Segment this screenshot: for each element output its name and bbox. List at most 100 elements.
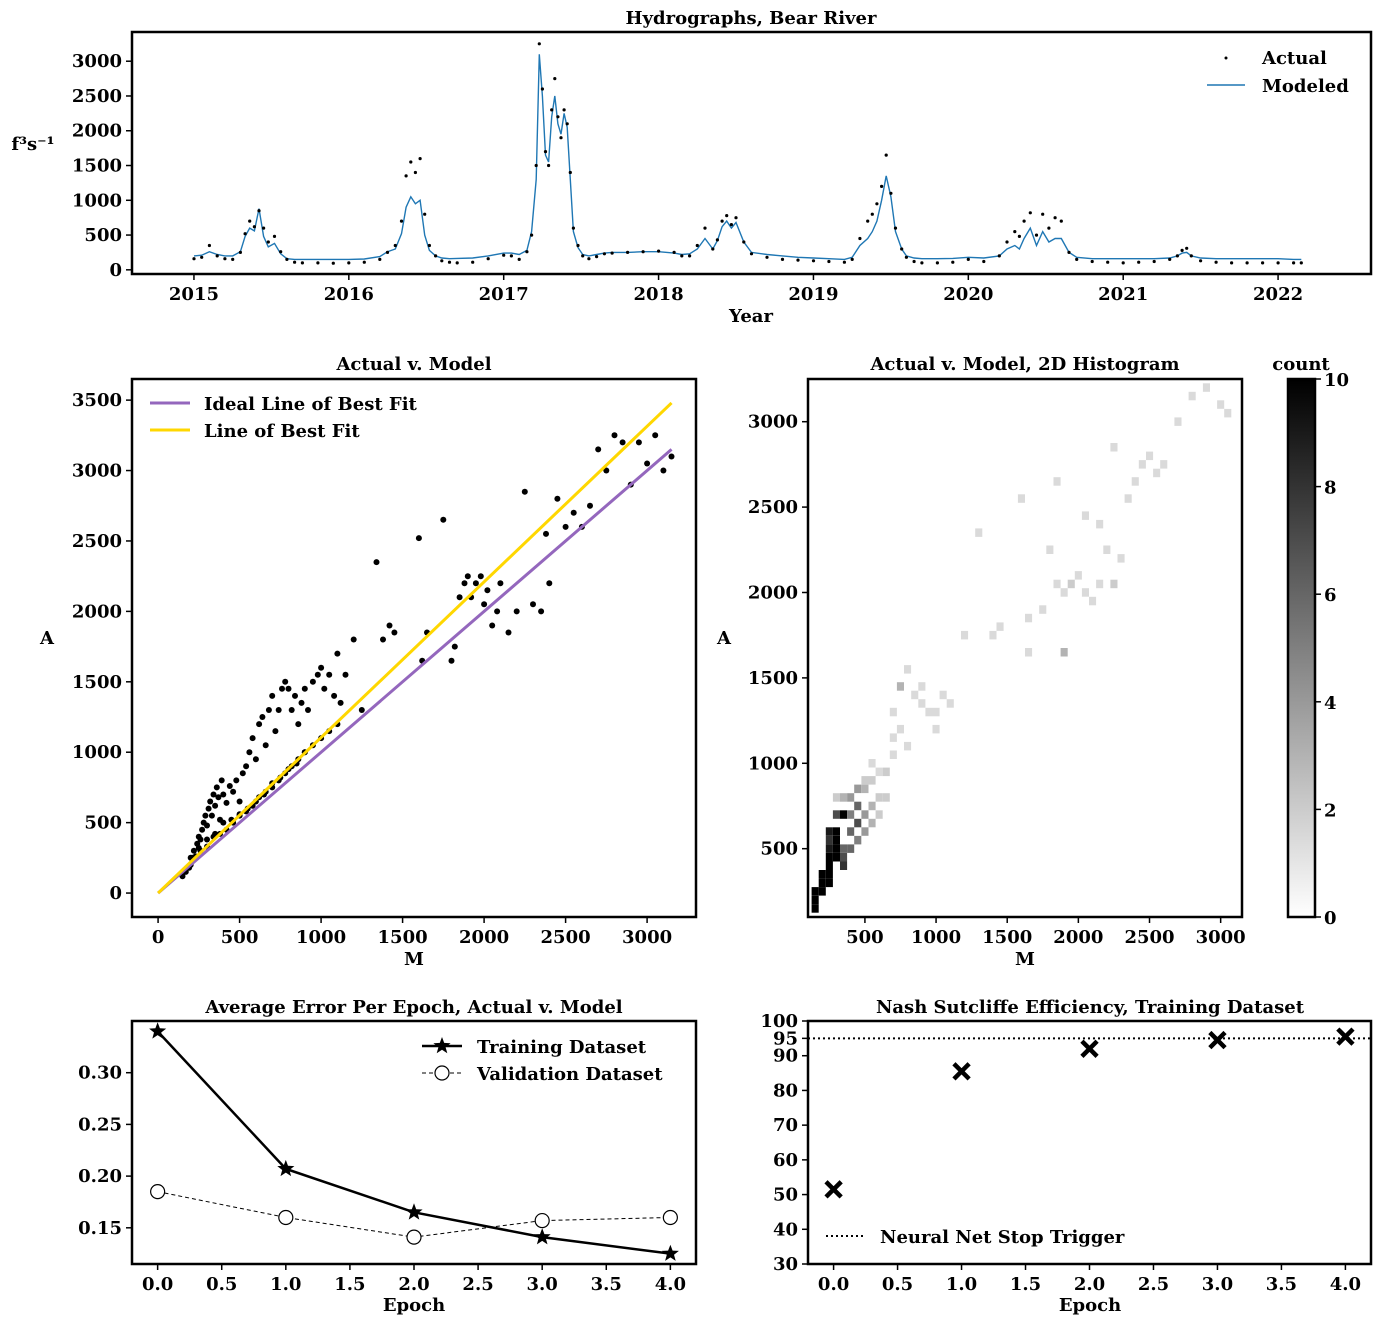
scatter-ticks: 0 500 1000 1500 2000 2500 3000 0 500 1000 1500 2000… (72, 390, 672, 948)
actual-point (300, 261, 304, 265)
histogram-cell (811, 887, 819, 896)
actual-point (231, 257, 235, 261)
scatter-point (456, 594, 463, 601)
actual-point (550, 108, 554, 112)
scatter-point (298, 699, 305, 706)
actual-point (1245, 261, 1249, 265)
actual-point (875, 202, 879, 206)
scatter-point (611, 432, 618, 439)
error-frame (130, 1019, 698, 1266)
x-tick-label: 2021 (1098, 284, 1148, 305)
histogram-cell (854, 784, 862, 794)
scatter-point (215, 794, 222, 801)
histogram-cell (840, 793, 848, 802)
x-tick-label: 2016 (324, 284, 374, 305)
histogram-cell (840, 810, 848, 819)
nse-legend: Neural Net Stop Trigger (826, 1227, 1125, 1248)
x-tick-label: 3000 (1196, 927, 1246, 948)
actual-point (982, 259, 986, 264)
scatter-point (337, 699, 344, 706)
scatter-point (543, 530, 549, 537)
hydrograph-series (192, 42, 1303, 265)
y-tick-label: 3000 (748, 412, 798, 433)
scatter-point (233, 777, 240, 784)
histogram-cell (882, 793, 890, 802)
y-tick-label: 50 (773, 1185, 798, 1206)
histogram-cell (1110, 443, 1118, 452)
scatter-point (489, 622, 496, 629)
scatter-point (230, 788, 237, 795)
actual-point (703, 226, 707, 230)
histogram-cell (1138, 460, 1146, 469)
histogram-cell (1039, 605, 1047, 614)
scatter-point (373, 559, 380, 566)
actual-point (223, 257, 227, 261)
histogram-cell (1110, 579, 1118, 589)
actual-point (1276, 261, 1280, 265)
legend-validation-circle (434, 1065, 450, 1081)
legend-training-star (433, 1037, 451, 1054)
colorbar-tick-label: 0 (1324, 908, 1337, 929)
scatter-point (603, 467, 610, 474)
error-ticks: 0.0 0.5 1.0 1.5 2.0 2.5 3.0 3.5 4.0 0.15 0.20 0.25 0… (78, 1063, 686, 1295)
histogram-cell (939, 690, 947, 700)
scatter-point (321, 685, 328, 692)
actual-point (248, 219, 252, 223)
training-point (277, 1159, 295, 1177)
histogram-cell (832, 810, 840, 819)
histogram-cell (825, 827, 833, 836)
histogram-cell (1081, 511, 1089, 520)
scatter-point (484, 587, 491, 594)
scatter-point (262, 742, 269, 749)
x-tick-label: 0.0 (818, 1274, 849, 1295)
actual-point (912, 259, 916, 264)
x-tick-label: 1.0 (946, 1274, 977, 1295)
histogram-cell (975, 528, 983, 537)
actual-point (1292, 261, 1296, 265)
actual-point (279, 250, 283, 254)
histogram-cell (882, 767, 890, 777)
actual-point (1013, 230, 1017, 234)
y-tick-label: 0 (109, 883, 122, 904)
histogram-cell (847, 844, 855, 853)
actual-point (423, 212, 427, 216)
actual-point (587, 257, 591, 261)
scatter-point (190, 847, 197, 854)
scatter-point (595, 446, 602, 453)
y-tick-label: 3000 (72, 51, 122, 72)
actual-point (399, 219, 404, 223)
colorbar-label: count (1272, 354, 1330, 375)
y-tick-label: 1500 (72, 156, 122, 177)
colorbar-tick-label: 6 (1324, 585, 1337, 606)
actual-point (553, 77, 557, 81)
actual-point (556, 115, 560, 119)
hydrograph-title: Hydrographs, Bear River (626, 8, 877, 29)
actual-point (1053, 216, 1057, 220)
scatter-point (285, 685, 292, 692)
actual-point (565, 122, 569, 126)
histogram-cell (1188, 391, 1196, 401)
actual-point (1214, 260, 1218, 264)
scatter-point (292, 692, 298, 699)
actual-point (626, 250, 630, 254)
actual-point (780, 257, 785, 261)
actual-point (409, 160, 413, 164)
scatter-point (464, 573, 471, 580)
scatter-point (282, 678, 289, 685)
scatter-point (236, 798, 243, 805)
scatter-point (440, 516, 447, 523)
scatter-point (272, 728, 279, 735)
scatter-point (279, 685, 285, 692)
histogram-cell (989, 630, 997, 640)
histogram-cell (1217, 400, 1225, 409)
nse-point (824, 1180, 843, 1199)
actual-point (749, 252, 754, 256)
x-tick-label: 4.0 (655, 1274, 686, 1295)
histogram-cell (832, 853, 840, 862)
histogram-cell (1025, 648, 1033, 657)
actual-point (571, 226, 576, 230)
scatter-point (461, 580, 468, 587)
actual-point (1075, 257, 1079, 261)
x-tick-label: 3000 (622, 927, 672, 948)
